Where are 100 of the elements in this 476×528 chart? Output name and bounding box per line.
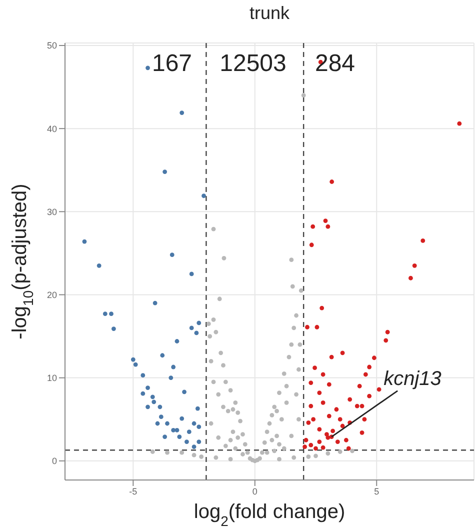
point	[346, 446, 351, 451]
point	[192, 444, 196, 449]
point	[102, 312, 108, 316]
point	[312, 366, 317, 370]
point	[171, 364, 176, 370]
point	[457, 121, 462, 126]
point	[308, 442, 314, 448]
point	[189, 326, 194, 330]
point	[344, 438, 348, 442]
x-axis-title: log$_{2}$(fold change)	[194, 501, 346, 528]
point	[140, 391, 146, 396]
point	[158, 404, 162, 410]
point	[146, 404, 150, 410]
point	[308, 404, 314, 408]
point	[357, 384, 362, 388]
point	[340, 424, 345, 428]
point	[165, 421, 170, 426]
point	[317, 427, 322, 432]
point	[354, 404, 360, 408]
x-tick-label: 5	[374, 486, 380, 496]
point	[326, 414, 332, 418]
point	[310, 224, 316, 229]
point	[323, 218, 328, 223]
annotation: 284	[314, 50, 356, 78]
point	[320, 400, 326, 405]
point	[412, 263, 417, 268]
point	[158, 414, 164, 420]
chart-title: trunk	[248, 2, 291, 25]
point	[330, 428, 335, 434]
point	[329, 354, 334, 360]
point	[196, 440, 202, 444]
point	[362, 417, 367, 422]
point	[150, 394, 155, 400]
point	[152, 300, 158, 306]
point	[338, 417, 342, 422]
point	[408, 276, 413, 280]
point	[348, 397, 352, 402]
point	[174, 428, 180, 432]
point	[202, 194, 206, 198]
point	[177, 434, 182, 439]
point	[171, 428, 176, 432]
point	[324, 432, 329, 437]
y-tick-label: 0	[52, 456, 57, 466]
point	[155, 421, 160, 426]
point	[180, 110, 184, 115]
point	[180, 416, 184, 421]
point	[140, 373, 146, 378]
annotation: kcnj13	[384, 368, 442, 390]
point	[184, 440, 189, 444]
point	[146, 386, 150, 390]
point	[317, 390, 322, 395]
point	[195, 406, 200, 411]
point	[326, 382, 332, 387]
point	[308, 380, 314, 385]
y-tick-label: 20	[46, 290, 57, 300]
point	[326, 435, 330, 440]
point	[314, 324, 320, 330]
point	[309, 242, 314, 248]
point	[196, 320, 202, 326]
point	[314, 446, 318, 451]
point	[360, 430, 364, 435]
point	[111, 326, 116, 331]
point	[372, 356, 376, 360]
point	[334, 407, 339, 412]
point	[130, 357, 136, 362]
point	[170, 252, 174, 258]
point	[189, 272, 194, 276]
y-tick-label: 10	[46, 373, 57, 384]
point	[340, 350, 345, 356]
point	[146, 66, 150, 70]
point	[317, 440, 322, 444]
point	[96, 263, 102, 268]
point	[367, 394, 372, 398]
point	[305, 324, 310, 330]
annotation: 12503	[218, 50, 288, 78]
point	[335, 440, 340, 444]
point	[384, 338, 388, 343]
point	[360, 404, 364, 408]
y-tick-label: 40	[46, 124, 57, 134]
point	[168, 376, 174, 380]
point	[320, 306, 324, 310]
point	[363, 372, 368, 377]
x-tick-label: 0	[252, 486, 258, 496]
point	[182, 390, 186, 394]
point	[133, 362, 138, 367]
point	[160, 353, 165, 358]
point	[194, 330, 199, 336]
y-tick-label: 50	[46, 40, 57, 51]
point	[306, 420, 311, 425]
point	[162, 170, 168, 174]
point	[174, 339, 180, 344]
point	[330, 180, 334, 184]
point	[367, 364, 372, 370]
annotation: 167	[150, 50, 194, 78]
point	[320, 372, 326, 377]
point	[320, 445, 326, 450]
y-tick-label: 30	[46, 206, 57, 217]
point	[186, 430, 192, 434]
point	[304, 438, 308, 442]
point	[385, 330, 390, 334]
